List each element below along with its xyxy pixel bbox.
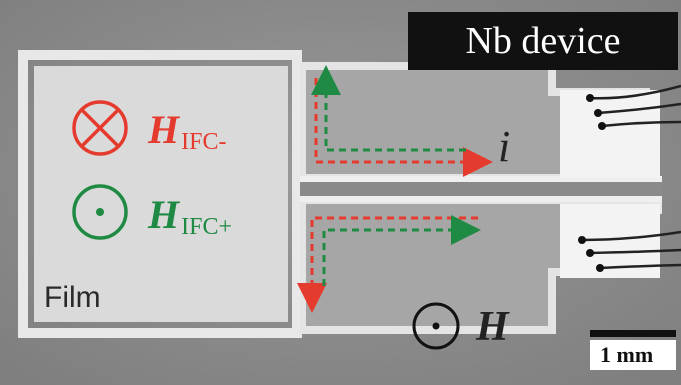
green-arrow-lower bbox=[322, 215, 481, 286]
h-ifc-plus-label: HIFC+ bbox=[148, 192, 233, 240]
upper-channel bbox=[306, 70, 560, 174]
green-arrow-upper bbox=[311, 65, 466, 152]
field-label: H bbox=[476, 304, 509, 350]
slit-edge-top bbox=[300, 176, 662, 182]
h-ifc-minus-subscript: IFC- bbox=[181, 129, 227, 155]
slit-edge-bottom bbox=[300, 196, 662, 202]
bond-wires bbox=[581, 84, 681, 270]
lower-channel bbox=[306, 204, 560, 326]
title-text: Nb device bbox=[465, 20, 621, 62]
h-ifc-plus-symbol: H bbox=[148, 192, 180, 237]
circle-dot-icon-field bbox=[412, 302, 460, 350]
scale-label-bg bbox=[590, 340, 676, 370]
red-arrow-lower bbox=[297, 216, 478, 313]
film-pad bbox=[34, 66, 288, 322]
title-box: Nb device bbox=[408, 12, 678, 70]
bond-dots bbox=[578, 94, 606, 272]
h-ifc-plus-subscript: IFC+ bbox=[181, 214, 233, 240]
scale-bar bbox=[590, 330, 676, 337]
circle-dot-icon bbox=[72, 184, 128, 240]
scale-bar-label: 1 mm bbox=[600, 342, 654, 367]
current-label: i bbox=[498, 122, 511, 171]
center-slit bbox=[300, 182, 662, 196]
red-arrow-upper bbox=[314, 78, 493, 177]
circle-cross-icon bbox=[72, 100, 128, 156]
contact-pad-top bbox=[560, 90, 660, 178]
h-ifc-minus-symbol: H bbox=[148, 107, 180, 152]
h-ifc-minus-label: HIFC- bbox=[148, 107, 227, 155]
film-label: Film bbox=[44, 281, 101, 314]
